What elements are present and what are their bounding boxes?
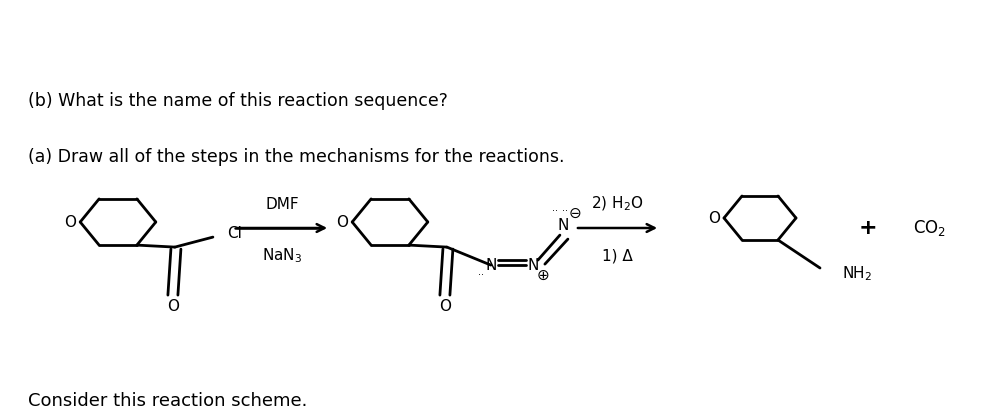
- Text: N: N: [527, 258, 538, 273]
- Text: ··: ··: [478, 270, 484, 280]
- Text: ··: ··: [561, 206, 568, 216]
- Text: O: O: [438, 299, 451, 314]
- Text: (b) What is the name of this reaction sequence?: (b) What is the name of this reaction se…: [28, 92, 448, 110]
- Text: O: O: [337, 215, 348, 229]
- Text: +: +: [859, 218, 877, 238]
- Text: N: N: [485, 258, 497, 273]
- Text: O: O: [167, 299, 178, 314]
- Text: CO$_2$: CO$_2$: [913, 218, 947, 238]
- Text: N: N: [557, 218, 569, 233]
- Text: DMF: DMF: [265, 197, 298, 211]
- Text: O: O: [65, 215, 77, 229]
- Text: 1) Δ: 1) Δ: [602, 248, 632, 264]
- Text: (a) Draw all of the steps in the mechanisms for the reactions.: (a) Draw all of the steps in the mechani…: [28, 148, 564, 166]
- Text: NaN$_3$: NaN$_3$: [262, 247, 302, 265]
- Text: ··: ··: [552, 206, 557, 216]
- Text: NH$_2$: NH$_2$: [842, 265, 872, 283]
- Text: ⊕: ⊕: [536, 268, 549, 283]
- Text: ⊖: ⊖: [569, 206, 582, 220]
- Text: 2) H$_2$O: 2) H$_2$O: [591, 195, 643, 213]
- Text: Cl: Cl: [227, 226, 242, 241]
- Text: Consider this reaction scheme.: Consider this reaction scheme.: [28, 392, 307, 410]
- Text: O: O: [708, 211, 720, 225]
